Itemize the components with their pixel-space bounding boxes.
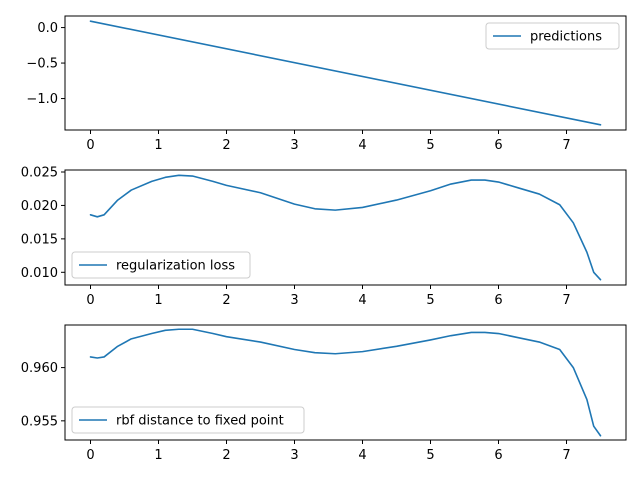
- x-tick-label: 7: [562, 293, 570, 308]
- y-tick-label: 0.960: [21, 361, 58, 376]
- legend-label: rbf distance to fixed point: [116, 414, 284, 429]
- x-tick-label: 1: [154, 138, 162, 153]
- x-tick-label: 5: [426, 138, 434, 153]
- legend-frame: [71, 406, 305, 434]
- y-tick-label: 0.025: [21, 166, 58, 181]
- y-tick-label: 0.020: [21, 199, 58, 214]
- subplot-3: 0 1 2 3 4 5 6 7 0.955 0.960 rbf distance to fixed …: [21, 324, 627, 463]
- x-tick-label: 7: [562, 138, 570, 153]
- x-tick-label: 4: [358, 293, 366, 308]
- x-tick-label: 6: [494, 138, 502, 153]
- axes-frame-2: [64, 169, 627, 286]
- x-tick-label: 2: [222, 293, 230, 308]
- subplot-2: 0 1 2 3 4 5 6 7 0.010 0.015 0.020 0.025 regularizati…: [21, 166, 627, 308]
- x-tick-label: 0: [86, 138, 94, 153]
- legend-label: predictions: [530, 30, 602, 45]
- y-tick-label: −1.0: [26, 92, 58, 107]
- legend-frame: [485, 22, 620, 50]
- x-tick-label: 2: [222, 138, 230, 153]
- y-tick-label: 0.010: [21, 266, 58, 281]
- subplot-1: 0 1 2 3 4 5 6 7 0.0 −0.5 −1.0 predictions: [26, 15, 627, 153]
- y-tick-label: −0.5: [26, 57, 58, 72]
- x-tick-label: 1: [154, 293, 162, 308]
- x-tick-label: 3: [290, 293, 298, 308]
- x-tick-label: 0: [86, 448, 94, 463]
- axes-frame-1: [64, 15, 627, 131]
- legend-3: rbf distance to fixed point: [71, 406, 305, 434]
- x-tick-label: 6: [494, 293, 502, 308]
- x-tick-label: 5: [426, 293, 434, 308]
- x-tick-label: 0: [86, 293, 94, 308]
- x-tick-label: 2: [222, 448, 230, 463]
- y-tick-label: 0.0: [37, 21, 58, 36]
- x-tick-label: 4: [358, 448, 366, 463]
- x-tick-label: 7: [562, 448, 570, 463]
- legend-label: regularization loss: [116, 259, 235, 274]
- x-tick-label: 3: [290, 138, 298, 153]
- legend-frame: [71, 251, 251, 279]
- y-tick-label: 0.955: [21, 414, 58, 429]
- x-tick-label: 6: [494, 448, 502, 463]
- x-tick-label: 3: [290, 448, 298, 463]
- legend-2: regularization loss: [71, 251, 251, 279]
- y-tick-label: 0.015: [21, 232, 58, 247]
- x-tick-label: 4: [358, 138, 366, 153]
- legend-1: predictions: [485, 22, 620, 50]
- x-tick-label: 1: [154, 448, 162, 463]
- series-line-3-1: [89, 328, 602, 437]
- series-line-2-1: [89, 174, 602, 281]
- x-tick-label: 5: [426, 448, 434, 463]
- axes-frame-3: [64, 324, 627, 441]
- series-line-1-1: [89, 20, 602, 126]
